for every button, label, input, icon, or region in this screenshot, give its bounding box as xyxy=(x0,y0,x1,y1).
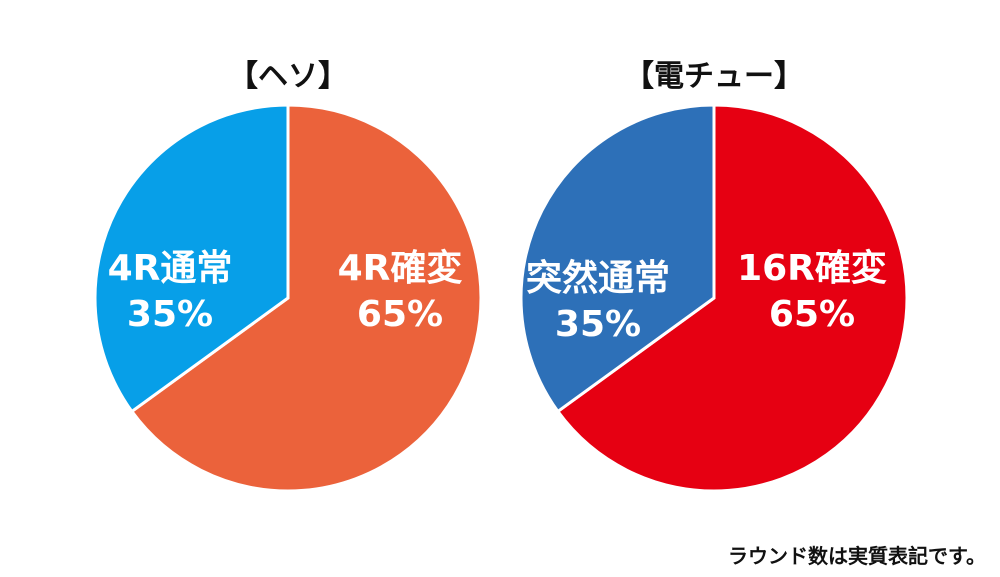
pie-slice xyxy=(555,103,909,493)
slice-label: 4R確変 xyxy=(338,247,463,289)
chart-title: 【電チュー】 xyxy=(624,59,804,94)
pie-slice xyxy=(93,103,290,414)
slice-value: 35% xyxy=(127,294,213,335)
pie-slice xyxy=(129,103,483,493)
pie-slice xyxy=(519,103,716,414)
slice-value: 35% xyxy=(555,304,641,345)
slice-value: 65% xyxy=(357,294,443,335)
footnote: ラウンド数は実質表記です。 xyxy=(728,544,986,568)
chart-title: 【ヘソ】 xyxy=(228,59,348,94)
slice-label: 4R通常 xyxy=(108,248,233,289)
slice-label: 突然通常 xyxy=(526,257,670,299)
slice-value: 65% xyxy=(769,294,855,335)
slice-label: 16R確変 xyxy=(737,247,887,289)
